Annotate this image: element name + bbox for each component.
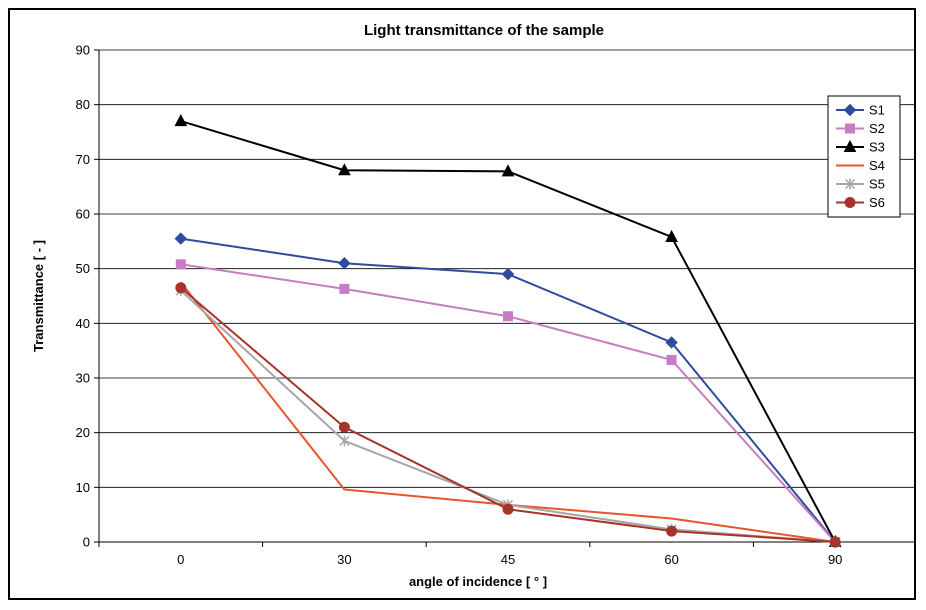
- legend-item-s2: S2: [836, 121, 885, 136]
- y-tick-label: 90: [76, 43, 90, 58]
- y-tick-label: 10: [76, 480, 90, 495]
- data-point-s2: [175, 259, 186, 270]
- data-point-s6: [829, 536, 841, 548]
- axes: [94, 49, 914, 547]
- legend: S1 S2 S3 S4 S5 S6: [827, 95, 901, 218]
- legend-label-s3: S3: [869, 140, 885, 155]
- legend-item-s4: S4: [836, 158, 885, 173]
- data-point-s1: [501, 267, 515, 281]
- legend-label-s1: S1: [869, 103, 885, 118]
- data-point-s2: [666, 354, 677, 365]
- legend-item-s3: S3: [836, 140, 885, 155]
- legend-marker-s6: [844, 197, 856, 208]
- legend-marker-s1: [843, 103, 857, 117]
- x-axis-label: angle of incidence [ ° ]: [409, 574, 547, 589]
- data-point-s3: [174, 113, 188, 127]
- series-layer: [174, 113, 842, 549]
- data-point-s1: [665, 336, 678, 349]
- legend-label-s6: S6: [869, 195, 885, 210]
- legend-marker-s5: [844, 178, 856, 190]
- legend-marker-s2: [845, 123, 855, 134]
- chart-title: Light transmittance of the sample: [364, 22, 604, 39]
- data-point-s6: [175, 282, 187, 294]
- data-point-s6: [502, 503, 514, 515]
- data-point-s2: [503, 311, 513, 322]
- x-tick-label: 0: [177, 552, 184, 567]
- data-point-s3: [338, 163, 351, 176]
- data-point-s3: [501, 164, 515, 177]
- y-tick-label: 20: [76, 425, 90, 440]
- x-tick-label: 45: [501, 552, 515, 567]
- y-tick-label: 60: [76, 207, 90, 222]
- data-point-s1: [174, 232, 188, 245]
- x-tick-labels: 0 30 45 60 90: [177, 552, 842, 567]
- y-tick-label: 50: [76, 261, 90, 276]
- data-point-s5: [339, 435, 350, 447]
- y-tick-label: 0: [83, 535, 90, 550]
- data-point-s6: [666, 525, 678, 537]
- y-tick-label: 30: [76, 371, 90, 386]
- x-tick-label: 90: [828, 552, 842, 567]
- y-tick-label: 80: [76, 97, 90, 112]
- legend-label-s2: S2: [869, 121, 885, 136]
- plot-area: [99, 50, 914, 542]
- legend-item-s1: S1: [836, 103, 885, 118]
- line-chart: Light transmittance of the sample 0 10 20 3…: [31, 22, 914, 589]
- legend-label-s4: S4: [869, 158, 885, 173]
- data-point-s3: [665, 229, 678, 242]
- y-tick-label: 40: [76, 316, 90, 331]
- data-point-s6: [338, 421, 350, 433]
- x-tick-label: 30: [337, 552, 351, 567]
- chart-frame: Light transmittance of the sample 0 10 20 3…: [8, 8, 916, 600]
- legend-label-s5: S5: [869, 177, 885, 192]
- data-point-s2: [339, 283, 350, 294]
- y-tick-labels: 0 10 20 30 40 50 60 70 80 90: [76, 43, 90, 550]
- y-axis-label: Transmittance [ - ]: [31, 240, 46, 352]
- x-tick-label: 60: [664, 552, 678, 567]
- y-tick-label: 70: [76, 152, 90, 167]
- legend-marker-s3: [843, 139, 857, 152]
- data-point-s1: [338, 256, 351, 270]
- legend-item-s6: S6: [836, 195, 885, 210]
- legend-item-s5: S5: [836, 177, 885, 192]
- legend-box: [827, 95, 901, 218]
